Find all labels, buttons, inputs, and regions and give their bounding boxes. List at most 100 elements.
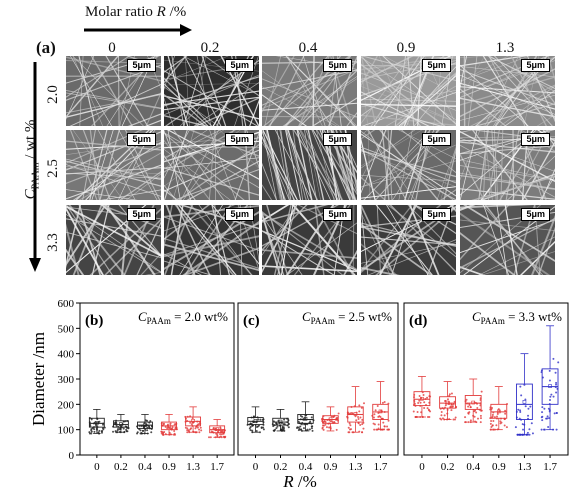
data-point bbox=[515, 410, 518, 413]
data-point bbox=[423, 406, 426, 409]
data-point bbox=[555, 428, 558, 431]
data-point bbox=[450, 409, 453, 412]
data-point bbox=[173, 430, 176, 433]
x-tick-label: 0.2 bbox=[114, 461, 128, 473]
data-point bbox=[304, 414, 307, 417]
data-point bbox=[122, 420, 125, 423]
data-point bbox=[150, 431, 153, 434]
data-point bbox=[467, 412, 470, 415]
data-point bbox=[262, 428, 265, 431]
data-point bbox=[358, 430, 361, 433]
column-label-0-4: 0.4 bbox=[298, 40, 318, 56]
data-point bbox=[426, 396, 429, 399]
data-point bbox=[337, 412, 340, 415]
data-point bbox=[362, 402, 365, 405]
data-point bbox=[192, 430, 195, 433]
data-point bbox=[139, 429, 142, 432]
data-point bbox=[142, 429, 145, 432]
data-point bbox=[184, 415, 187, 418]
data-point bbox=[479, 417, 482, 420]
data-point bbox=[160, 430, 163, 433]
data-point bbox=[517, 433, 520, 436]
data-point bbox=[417, 402, 420, 405]
data-point bbox=[379, 428, 382, 431]
data-point bbox=[448, 402, 451, 405]
data-point bbox=[479, 404, 482, 407]
data-point bbox=[475, 411, 478, 414]
data-point bbox=[196, 426, 199, 429]
data-point bbox=[444, 406, 447, 409]
data-point bbox=[171, 426, 174, 429]
data-point bbox=[119, 424, 122, 427]
data-point bbox=[124, 425, 127, 428]
y-tick-label: 300 bbox=[58, 374, 75, 386]
data-point bbox=[186, 431, 189, 434]
data-point bbox=[346, 413, 349, 416]
data-point bbox=[528, 428, 531, 431]
data-point bbox=[95, 424, 98, 427]
data-point bbox=[503, 417, 506, 420]
data-point bbox=[413, 402, 416, 405]
data-point bbox=[119, 431, 122, 434]
data-point bbox=[172, 433, 175, 436]
data-point bbox=[88, 431, 91, 434]
x-tick-label: 0.9 bbox=[492, 461, 506, 473]
scale-bar: 5μm bbox=[422, 208, 451, 221]
data-point bbox=[160, 432, 163, 435]
scale-bar: 5μm bbox=[422, 133, 451, 146]
data-point bbox=[446, 412, 449, 415]
data-point bbox=[527, 417, 530, 420]
data-point bbox=[216, 435, 219, 438]
data-point bbox=[168, 431, 171, 434]
data-point bbox=[169, 422, 172, 425]
x-tick-label: 1.3 bbox=[518, 461, 532, 473]
data-point bbox=[554, 371, 557, 374]
data-point bbox=[469, 406, 472, 409]
data-point bbox=[273, 429, 276, 432]
data-point bbox=[373, 428, 376, 431]
data-point bbox=[439, 407, 442, 410]
data-point bbox=[297, 429, 300, 432]
data-point bbox=[184, 420, 187, 423]
data-point bbox=[143, 425, 146, 428]
data-point bbox=[150, 428, 153, 431]
data-point bbox=[93, 425, 96, 428]
data-point bbox=[452, 418, 455, 421]
data-point bbox=[413, 393, 416, 396]
data-point bbox=[361, 431, 364, 434]
data-point bbox=[489, 428, 492, 431]
data-point bbox=[146, 429, 149, 432]
x-tick-label: 1.7 bbox=[374, 461, 388, 473]
data-point bbox=[169, 433, 172, 436]
data-point bbox=[428, 409, 431, 412]
data-point bbox=[287, 426, 290, 429]
data-point bbox=[160, 422, 163, 425]
data-point bbox=[89, 425, 92, 428]
data-point bbox=[503, 424, 506, 427]
data-point bbox=[210, 430, 213, 433]
data-point bbox=[429, 395, 432, 398]
data-point bbox=[308, 421, 311, 424]
data-point bbox=[491, 415, 494, 418]
data-point bbox=[283, 423, 286, 426]
data-point bbox=[414, 416, 417, 418]
data-point bbox=[545, 417, 548, 420]
data-point bbox=[348, 428, 351, 431]
data-point bbox=[348, 422, 351, 425]
data-point bbox=[387, 402, 390, 405]
data-point bbox=[301, 421, 304, 424]
sem-image: 5μm bbox=[66, 130, 161, 200]
data-point bbox=[190, 423, 193, 426]
data-point bbox=[479, 398, 482, 401]
data-point bbox=[125, 426, 128, 429]
data-point bbox=[95, 427, 98, 430]
data-point bbox=[190, 427, 193, 430]
data-point bbox=[496, 412, 499, 415]
data-point bbox=[531, 432, 534, 435]
data-point bbox=[421, 416, 424, 418]
data-point bbox=[310, 425, 313, 428]
data-point bbox=[88, 421, 91, 424]
data-point bbox=[219, 429, 222, 432]
data-point bbox=[92, 422, 95, 425]
data-point bbox=[543, 407, 546, 410]
